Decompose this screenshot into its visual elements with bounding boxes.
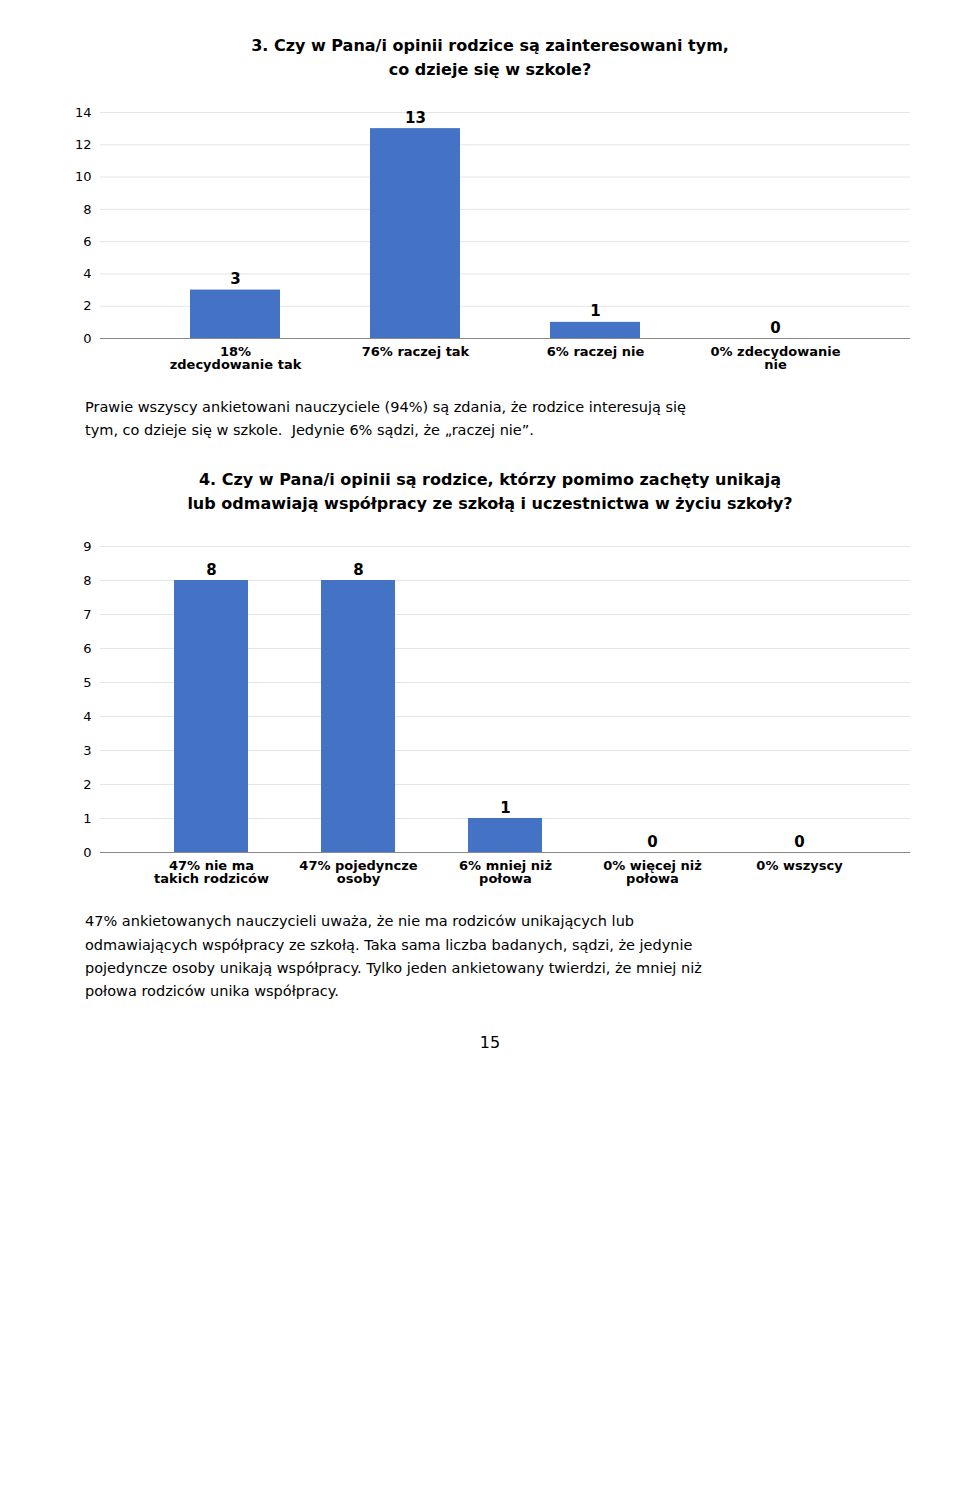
svg-text:18%zdecydowanie tak: 18%zdecydowanie tak — [170, 344, 302, 372]
svg-text:8: 8 — [83, 202, 91, 217]
html-text:połowa rodziców unika współpra: połowa rodziców unika współpracy. — [85, 982, 339, 999]
svg-text:12: 12 — [75, 137, 92, 152]
svg-text:0% wszyscy: 0% wszyscy — [756, 858, 843, 873]
svg-text:4: 4 — [83, 709, 91, 724]
svg-text:5: 5 — [83, 675, 91, 690]
svg-text:0% zdecydowanienie: 0% zdecydowanienie — [710, 344, 840, 372]
svg-text:6: 6 — [83, 234, 91, 249]
svg-text:10: 10 — [75, 169, 92, 184]
svg-text:0% więcej niżpołowa: 0% więcej niżpołowa — [603, 858, 702, 886]
svg-text:2: 2 — [83, 298, 91, 313]
svg-text:0: 0 — [770, 319, 780, 337]
html-text:3. Czy w Pana/i opinii rodzice: 3. Czy w Pana/i opinii rodzice są zainte… — [251, 36, 729, 79]
svg-text:8: 8 — [353, 561, 363, 579]
svg-text:6: 6 — [83, 641, 91, 656]
html-text:47% ankietowanych nauczycieli: 47% ankietowanych nauczycieli uważa, że … — [85, 913, 634, 930]
html-text:4. Czy w Pana/i opinii są rodz: 4. Czy w Pana/i opinii są rodzice, którz… — [187, 470, 793, 514]
svg-text:6% raczej nie: 6% raczej nie — [547, 344, 645, 359]
svg-text:6% mniej niżpołowa: 6% mniej niżpołowa — [459, 858, 552, 886]
svg-text:76% raczej tak: 76% raczej tak — [362, 344, 470, 359]
svg-text:0: 0 — [83, 331, 91, 346]
svg-text:3: 3 — [230, 270, 240, 288]
svg-text:47% pojedynczeosoby: 47% pojedynczeosoby — [299, 858, 417, 886]
svg-text:8: 8 — [206, 561, 216, 579]
svg-text:7: 7 — [83, 607, 91, 622]
svg-text:3: 3 — [83, 743, 91, 758]
svg-text:1: 1 — [500, 799, 510, 817]
svg-text:13: 13 — [405, 109, 426, 127]
svg-text:14: 14 — [75, 105, 92, 120]
html-text:pojedyncze osoby unikają współ: pojedyncze osoby unikają współpracy. Tyl… — [85, 959, 702, 976]
html-text:tym, co dzieje się w szkole. J: tym, co dzieje się w szkole. Jedynie 6% … — [85, 422, 534, 439]
svg-text:1: 1 — [83, 811, 91, 826]
svg-text:0: 0 — [83, 845, 91, 860]
svg-text:47% nie matakich rodziców: 47% nie matakich rodziców — [154, 858, 269, 886]
svg-text:0: 0 — [794, 833, 804, 851]
svg-text:9: 9 — [83, 539, 91, 554]
svg-text:2: 2 — [83, 777, 91, 792]
svg-text:1: 1 — [590, 302, 600, 320]
html-text:Prawie wszyscy ankietowani nau: Prawie wszyscy ankietowani nauczyciele (… — [85, 399, 686, 415]
html-text:odmawiających współpracy ze sz: odmawiających współpracy ze szkołą. Taka… — [85, 936, 693, 953]
svg-text:4: 4 — [83, 266, 91, 281]
svg-text:8: 8 — [83, 573, 91, 588]
svg-text:0: 0 — [647, 833, 657, 851]
html-text:15: 15 — [479, 1033, 501, 1053]
